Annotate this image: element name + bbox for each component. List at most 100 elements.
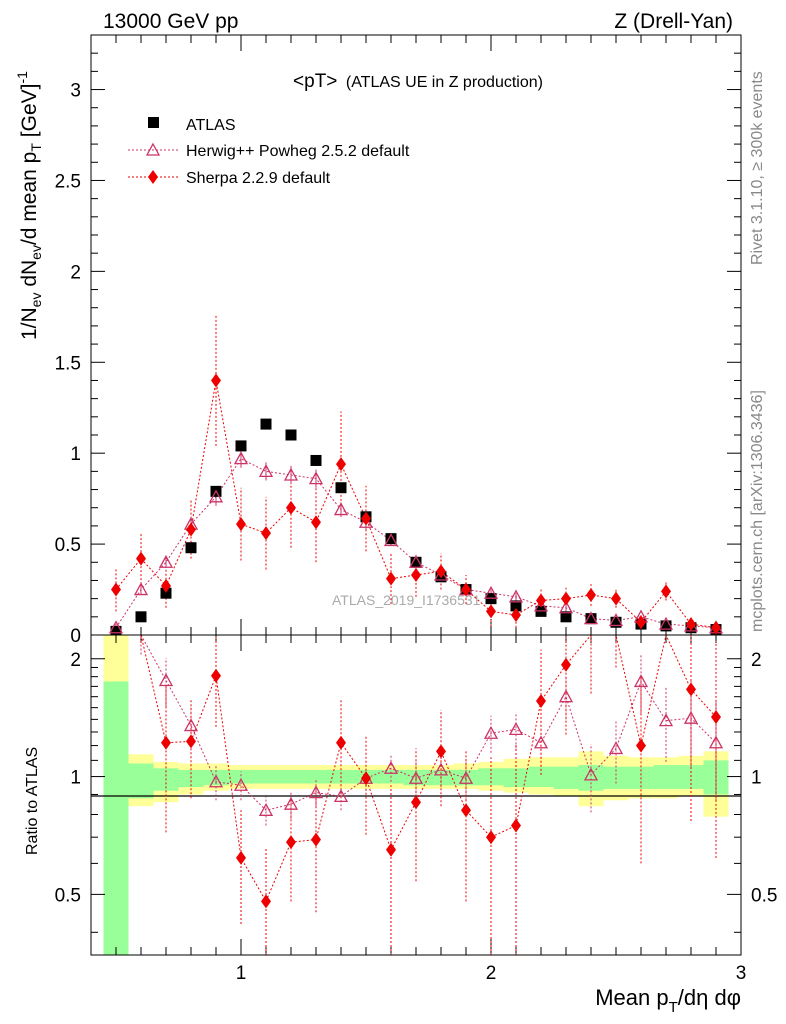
sherpa-point (536, 593, 546, 608)
ratio-sherpa-point (386, 842, 396, 857)
main-title-main: <pT> (293, 71, 337, 92)
herwig-point (433, 567, 449, 581)
main-y-axis-label: 1/Nev dNev/d mean pT [GeV]-1 (14, 71, 44, 340)
ratio-sherpa-point (511, 818, 521, 833)
main-title-sub: (ATLAS UE in Z production) (346, 74, 543, 91)
atlas-point (235, 440, 247, 452)
sherpa-point (286, 500, 296, 515)
ratio-frame (90, 634, 742, 956)
sherpa-point (261, 526, 271, 541)
ratio-herwig-point (583, 767, 599, 781)
ratio-sherpa-point (236, 850, 246, 865)
herwig-point (508, 589, 524, 603)
atlas-point (185, 542, 197, 554)
ratio-sherpa-point (411, 795, 421, 810)
ratio-band-green (403, 769, 429, 786)
atlas-point (385, 533, 397, 545)
ratio-herwig-point (408, 770, 424, 784)
ratio-sherpa-point (286, 835, 296, 850)
ratio-herwig-point (258, 802, 274, 816)
legend-herwig-marker (145, 142, 161, 156)
atlas-point (260, 418, 272, 430)
legend-sherpa-label: Sherpa 2.2.9 default (186, 170, 331, 187)
header-left-label: 13000 GeV pp (103, 10, 238, 33)
legend-entry-sherpa: Sherpa 2.2.9 default (128, 170, 331, 187)
ratio-herwig-point (233, 777, 249, 791)
ratio-sherpa-point (186, 734, 196, 749)
ratio-ytick-label-right: 2 (751, 650, 762, 671)
atlas-point (160, 587, 172, 599)
ratio-sherpa-point (711, 709, 721, 724)
ratio-herwig-point (333, 789, 349, 803)
herwig-point (658, 616, 674, 630)
atlas-point (610, 616, 622, 628)
ratio-xtick-label: 3 (736, 963, 747, 984)
ratio-panel: 0.5 0.5 1 1 2 2 1 2 3 Ratio to ATLAS Mean pT/dη … (24, 633, 777, 1016)
herwig-point (258, 464, 274, 478)
main-data (108, 315, 724, 637)
atlas-point (285, 429, 297, 441)
atlas-point (660, 620, 672, 632)
ratio-herwig-point (683, 710, 699, 724)
ratio-band-green (203, 769, 229, 786)
ratio-herwig-point (383, 760, 399, 774)
legend-atlas-label: ATLAS (186, 117, 236, 134)
ratio-herwig-point (458, 770, 474, 784)
ratio-ytick-label: 0.5 (55, 885, 81, 906)
ratio-y-axis-label: Ratio to ATLAS (24, 747, 41, 855)
herwig-point (158, 554, 174, 568)
herwig-point (283, 467, 299, 481)
sherpa-point (461, 582, 471, 597)
main-ytick-label: 1 (70, 444, 81, 465)
herwig-point (533, 598, 549, 612)
herwig-point (483, 585, 499, 599)
rivet-label: Rivet 3.1.10, ≥ 300k events (749, 71, 766, 265)
ratio-band-green (128, 763, 154, 799)
watermark: ATLAS_2019_I1736531 (332, 592, 481, 608)
ratio-band-green (278, 769, 304, 784)
ratio-band-green (553, 766, 579, 789)
main-ytick-label: 2 (70, 262, 81, 283)
herwig-point (558, 600, 574, 614)
sherpa-point (586, 588, 596, 602)
ratio-ytick-label: 1 (70, 768, 81, 789)
ratio-sherpa-line (140, 633, 717, 903)
ratio-ticks: 0.5 0.5 1 1 2 2 1 2 3 (55, 635, 777, 984)
herwig-point (233, 451, 249, 465)
herwig-point (108, 620, 124, 634)
ratio-herwig-line (140, 634, 717, 811)
ratio-band-green (228, 769, 254, 784)
atlas-point (585, 613, 597, 625)
sherpa-point (661, 584, 671, 599)
herwig-point (408, 554, 424, 568)
ratio-band-green (453, 769, 479, 786)
sherpa-point (561, 591, 571, 606)
legend-herwig-label: Herwig++ Powheg 2.5.2 default (186, 143, 410, 160)
sherpa-point (336, 457, 346, 472)
sherpa-point (211, 373, 221, 388)
herwig-point (333, 502, 349, 516)
main-ytick-label: 0 (70, 626, 81, 647)
ratio-herwig-point (158, 673, 174, 687)
herwig-point (358, 514, 374, 528)
main-ytick-label: 1.5 (55, 353, 81, 374)
herwig-point (208, 489, 224, 503)
ratio-xtick-label: 1 (236, 963, 247, 984)
ratio-herwig-point (633, 674, 649, 688)
sherpa-point (361, 511, 371, 526)
main-ytick-label: 3 (70, 81, 81, 102)
ratio-band-green (303, 769, 329, 784)
sherpa-point (636, 615, 646, 630)
ratio-sherpa-point (361, 771, 371, 786)
ratio-sherpa-point (636, 738, 646, 753)
ratio-herwig-point (608, 741, 624, 755)
herwig-point (383, 533, 399, 547)
ratio-herwig-point (183, 718, 199, 732)
main-ytick-label: 2.5 (55, 171, 81, 192)
ratio-sherpa-point (161, 735, 171, 750)
sherpa-point (486, 604, 496, 619)
legend-entry-herwig: Herwig++ Powheg 2.5.2 default (128, 142, 410, 160)
atlas-point (560, 611, 572, 623)
atlas-point (410, 556, 422, 568)
ratio-data (140, 633, 724, 955)
